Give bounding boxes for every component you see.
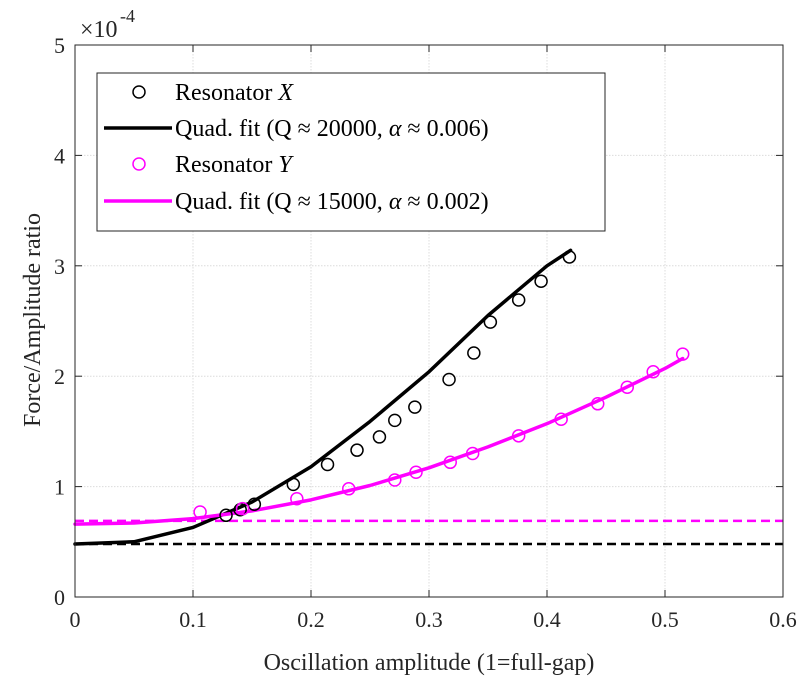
data-point bbox=[554, 412, 568, 427]
x-tick-label: 0.3 bbox=[415, 607, 443, 632]
data-point bbox=[620, 380, 634, 394]
series-markers-2 bbox=[193, 347, 690, 519]
data-point bbox=[388, 413, 402, 428]
data-point bbox=[562, 250, 577, 264]
x-tick-label: 0.6 bbox=[769, 607, 797, 632]
legend-label-fit-x: Quad. fit (Q ≈ 20000, α ≈ 0.006) bbox=[175, 116, 489, 142]
series-1 bbox=[73, 248, 573, 546]
y-tick-label: 1 bbox=[54, 475, 65, 500]
data-point bbox=[511, 429, 526, 443]
legend-box bbox=[96, 72, 606, 232]
data-point bbox=[247, 497, 262, 512]
data-point bbox=[442, 372, 456, 387]
y-exponent-base: ×10 bbox=[80, 17, 118, 43]
reference-lines bbox=[75, 519, 783, 546]
legend-marker-resonator-x bbox=[132, 85, 146, 99]
y-tick-label: 2 bbox=[54, 364, 65, 389]
data-point bbox=[408, 400, 422, 414]
legend-label-fit-y: Quad. fit (Q ≈ 15000, α ≈ 0.002) bbox=[175, 189, 489, 215]
data-point bbox=[320, 457, 335, 472]
y-exponent-power: -4 bbox=[120, 6, 135, 26]
legend: Resonator X Quad. fit (Q ≈ 20000, α ≈ 0.… bbox=[96, 72, 606, 232]
x-tick-label: 0 bbox=[70, 607, 81, 632]
data-point bbox=[646, 365, 660, 379]
tick-labels: 0 0.1 0.2 0.3 0.4 0.5 0.6 0 1 2 3 4 5 bbox=[54, 33, 797, 632]
data-point bbox=[350, 443, 364, 457]
fit-curve bbox=[73, 248, 573, 546]
data-point bbox=[286, 477, 301, 492]
data-point bbox=[409, 465, 423, 479]
data-point bbox=[342, 482, 356, 496]
ticks bbox=[74, 44, 784, 598]
y-tick-label: 0 bbox=[54, 585, 65, 610]
data-point bbox=[290, 491, 304, 506]
data-point bbox=[388, 473, 402, 487]
legend-marker-resonator-y bbox=[132, 157, 146, 171]
y-exponent: ×10 -4 bbox=[80, 6, 135, 43]
data-point bbox=[219, 508, 233, 523]
x-tick-label: 0.5 bbox=[651, 607, 679, 632]
data-point bbox=[483, 315, 498, 329]
y-axis-label: Force/Amplitude ratio bbox=[20, 213, 46, 427]
y-tick-label: 4 bbox=[54, 143, 65, 168]
data-point bbox=[511, 293, 526, 307]
data-point bbox=[675, 347, 690, 361]
data-point bbox=[465, 446, 480, 461]
x-tick-label: 0.4 bbox=[533, 607, 561, 632]
legend-label-resonator-x: Resonator X bbox=[175, 80, 294, 106]
data-point bbox=[372, 430, 387, 444]
series-layer bbox=[73, 248, 690, 546]
data-point bbox=[590, 397, 605, 411]
x-tick-label: 0.1 bbox=[179, 607, 207, 632]
x-tick-label: 0.2 bbox=[297, 607, 325, 632]
data-point bbox=[534, 274, 548, 289]
data-point bbox=[467, 346, 481, 360]
data-point bbox=[235, 501, 250, 516]
y-tick-label: 3 bbox=[54, 254, 65, 279]
data-point bbox=[193, 505, 207, 519]
series-markers-0 bbox=[219, 250, 577, 523]
legend-label-resonator-y: Resonator Y bbox=[175, 152, 294, 178]
data-point bbox=[443, 455, 457, 470]
x-axis-label: Oscillation amplitude (1=full-gap) bbox=[264, 650, 595, 676]
y-tick-label: 5 bbox=[54, 33, 65, 58]
